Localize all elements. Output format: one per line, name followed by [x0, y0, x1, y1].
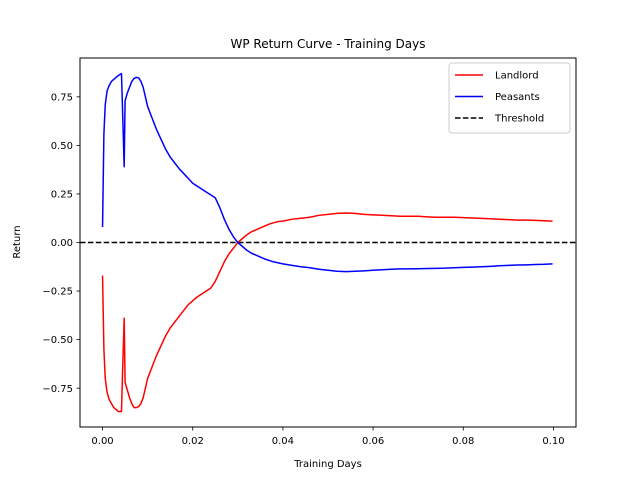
- y-tick-label: 0.75: [51, 92, 73, 103]
- x-tick-label: 0.04: [272, 436, 294, 447]
- x-axis-label: Training Days: [293, 459, 362, 470]
- y-tick-label: 0.00: [51, 238, 73, 249]
- x-tick-label: 0.10: [542, 436, 564, 447]
- x-tick-label: 0.06: [362, 436, 384, 447]
- x-axis-ticks: 0.00 0.02 0.04 0.06 0.08 0.10: [91, 427, 565, 447]
- y-tick-label: −0.50: [42, 335, 73, 346]
- chart-title: WP Return Curve - Training Days: [230, 37, 425, 51]
- x-tick-label: 0.08: [452, 436, 474, 447]
- y-axis-ticks: −0.75 −0.50 −0.25 0.00 0.25 0.50 0.75: [42, 92, 80, 395]
- x-tick-label: 0.02: [182, 436, 204, 447]
- y-tick-label: −0.25: [42, 287, 73, 298]
- plot-area: [80, 72, 576, 413]
- legend-box: [448, 62, 571, 134]
- y-tick-label: 0.25: [51, 190, 73, 201]
- series-line-landlord: [101, 212, 553, 413]
- y-axis-label: Return: [12, 225, 23, 258]
- series-line-peasants: [101, 72, 553, 273]
- x-tick-label: 0.00: [91, 436, 113, 447]
- y-tick-label: 0.50: [51, 141, 73, 152]
- legend-label-peasants: Peasants: [495, 92, 540, 103]
- legend-label-threshold: Threshold: [494, 114, 544, 125]
- y-tick-label: −0.75: [42, 384, 73, 395]
- legend-label-landlord: Landlord: [495, 71, 539, 82]
- legend: Landlord Peasants Threshold: [448, 62, 571, 134]
